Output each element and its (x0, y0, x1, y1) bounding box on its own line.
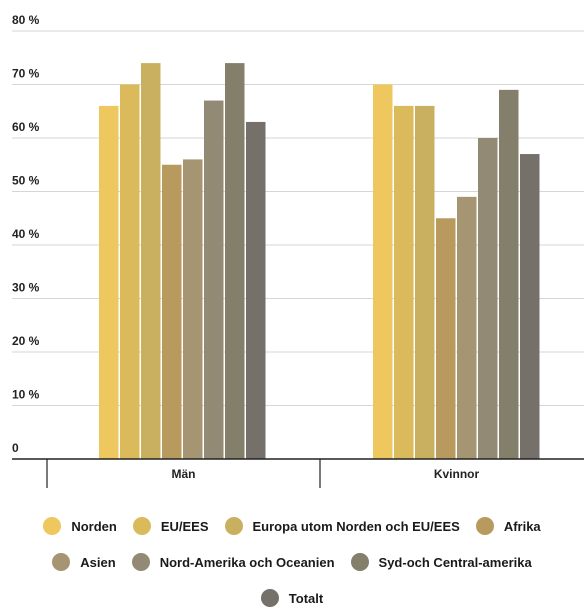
legend-item-norden: Norden (43, 517, 117, 535)
legend-item-syd-amerika: Syd-och Central-amerika (350, 553, 532, 571)
y-tick-label: 30 % (12, 281, 40, 295)
x-axis: Män Kvinnor (12, 458, 584, 488)
legend-swatch (132, 517, 151, 535)
legend-label: Norden (71, 518, 117, 534)
y-tick-label: 0 (12, 441, 19, 455)
legend-item-totalt: Totalt (260, 589, 324, 607)
legend-swatch (52, 553, 71, 571)
legend-swatch (224, 517, 243, 535)
legend-item-europa: Europa utom Norden och EU/EES (224, 517, 460, 535)
legend-swatch (260, 589, 279, 607)
y-tick-label: 70 % (12, 67, 40, 81)
y-tick-label: 40 % (12, 227, 40, 241)
legend-item-afrika: Afrika (475, 517, 541, 535)
bar (246, 121, 266, 459)
legend-swatch (131, 553, 150, 571)
legend-label: Europa utom Norden och EU/EES (252, 518, 460, 534)
legend-label: EU/EES (160, 518, 209, 534)
bar (415, 105, 435, 460)
bar (204, 100, 224, 460)
legend-swatch (43, 517, 62, 535)
legend-swatch (350, 553, 369, 571)
legend-label: Totalt (288, 590, 324, 606)
x-category-label: Män (172, 467, 196, 481)
bar (162, 164, 182, 459)
legend: Norden EU/EES Europa utom Norden och EU/… (0, 508, 584, 616)
legend-label: Asien (80, 554, 116, 570)
legend-row-3: Totalt (0, 580, 584, 616)
y-tick-label: 10 % (12, 388, 40, 402)
y-tick-label: 60 % (12, 120, 40, 134)
legend-item-eu-ees: EU/EES (132, 517, 209, 535)
grid-lines (12, 30, 584, 460)
bar (436, 218, 456, 459)
bar (225, 63, 245, 459)
bar (141, 63, 161, 459)
bar (120, 84, 140, 459)
y-tick-label: 50 % (12, 174, 40, 188)
y-axis-ticks: 0 10 % 20 % 30 % 40 % 50 % 60 % 70 % 80 % (12, 13, 40, 455)
bar (478, 138, 498, 459)
bar (99, 105, 119, 460)
bar-chart: 0 10 % 20 % 30 % 40 % 50 % 60 % 70 % 80 % Män Kvi… (12, 13, 584, 488)
legend-item-asien: Asien (52, 553, 116, 571)
legend-item-nord-amerika: Nord-Amerika och Oceanien (131, 553, 335, 571)
legend-label: Syd-och Central-amerika (378, 554, 532, 570)
legend-row-1: Norden EU/EES Europa utom Norden och EU/… (0, 508, 584, 544)
bar (520, 154, 540, 460)
y-tick-label: 20 % (12, 334, 40, 348)
y-tick-label: 80 % (12, 13, 40, 27)
legend-label: Nord-Amerika och Oceanien (159, 554, 335, 570)
bars (99, 63, 540, 460)
bar (394, 105, 414, 460)
x-category-label: Kvinnor (434, 467, 480, 481)
bar (457, 196, 477, 459)
bar (499, 89, 519, 459)
legend-row-2: Asien Nord-Amerika och Oceanien Syd-och … (0, 544, 584, 580)
legend-label: Afrika (503, 518, 541, 534)
bar (373, 84, 393, 459)
bar (183, 159, 203, 459)
legend-swatch (475, 517, 494, 535)
